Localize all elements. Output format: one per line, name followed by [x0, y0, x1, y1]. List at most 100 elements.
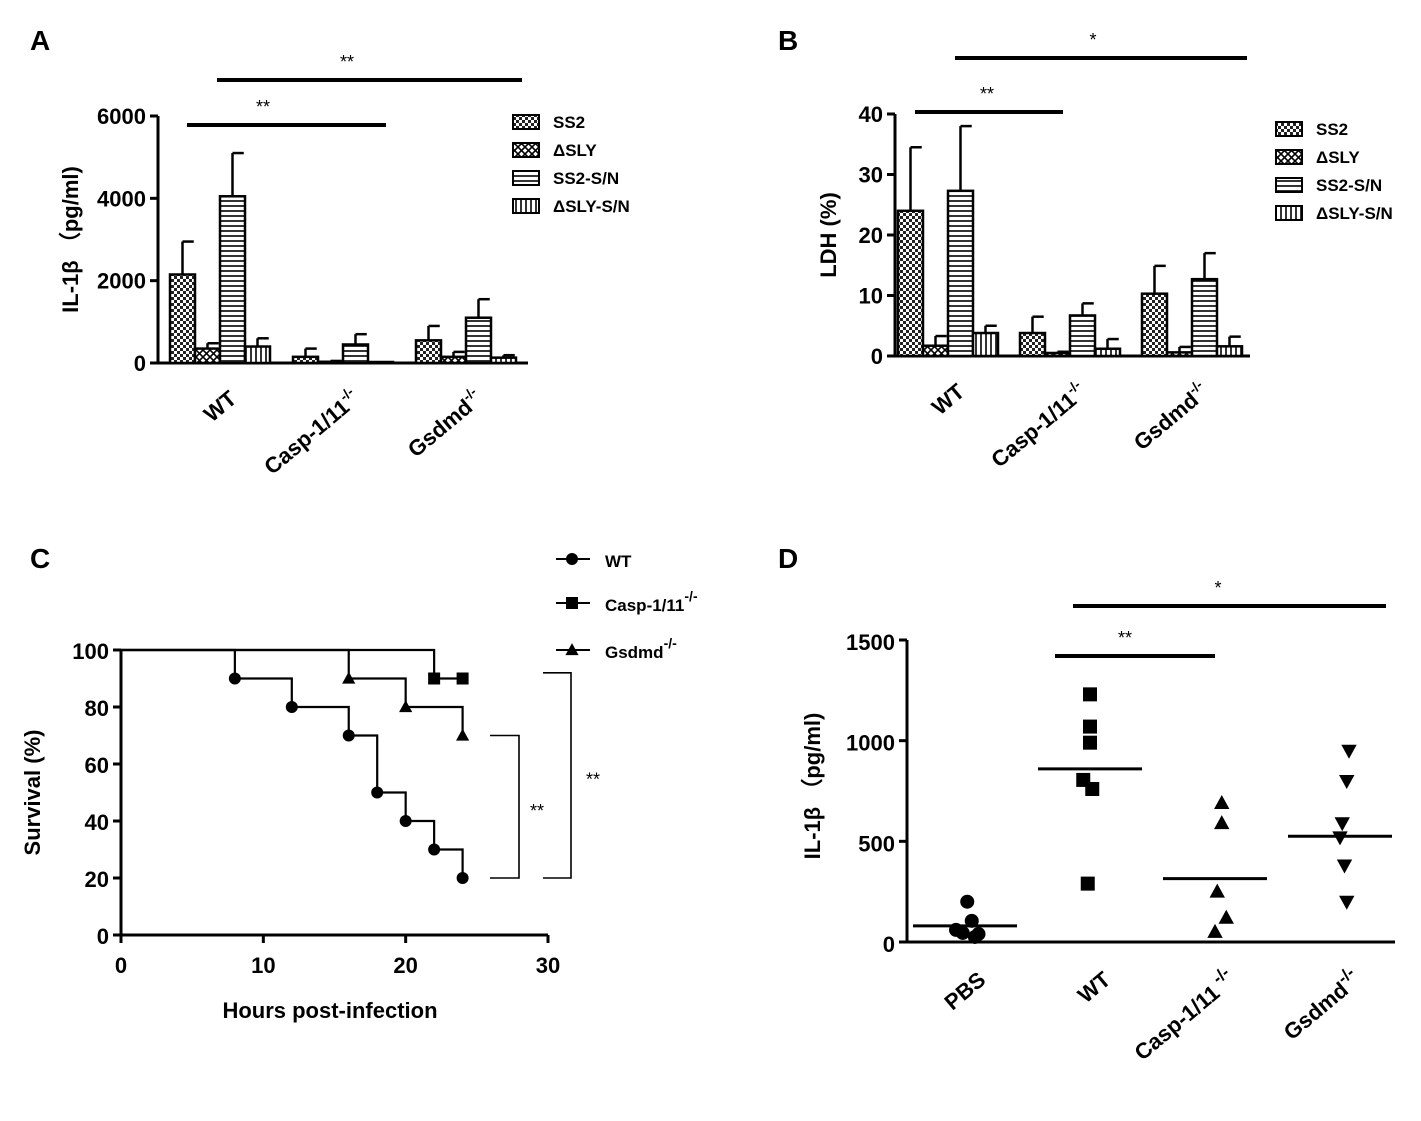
legend-swatch: [1275, 121, 1303, 137]
y-tick-label: 60: [85, 753, 109, 778]
data-point: [1214, 795, 1230, 810]
data-point: [456, 728, 470, 741]
bar: [1068, 314, 1097, 358]
legend-marker: [566, 597, 578, 609]
significance-label: **: [586, 769, 600, 789]
data-point: [1083, 687, 1097, 702]
y-axis-label: IL-1β （pg/ml): [58, 166, 83, 313]
legend-label: SS2-S/N: [553, 169, 619, 188]
data-point: [428, 672, 441, 685]
significance-bracket: [543, 672, 572, 879]
data-point: [1209, 883, 1225, 898]
survival-curve: [121, 648, 464, 878]
bar: [439, 355, 468, 365]
panel-a: A 0 2000 4000 6000 IL-1β （pg/ml) WT Casp-1/11-/…: [30, 25, 630, 479]
data-point: [1334, 817, 1350, 832]
bar: [1093, 347, 1122, 358]
data-point: [1336, 859, 1353, 874]
data-point: [1083, 735, 1097, 750]
bar: [168, 273, 197, 365]
y-axis-label: LDH (%): [816, 192, 841, 278]
data-point: [1332, 831, 1348, 846]
y-tick-label: 4000: [97, 186, 146, 211]
data-point: [342, 671, 356, 684]
legend-label: ΔSLY: [1316, 148, 1360, 167]
significance-label: **: [256, 97, 270, 117]
data-point: [456, 672, 469, 685]
legend-swatch: [512, 198, 540, 214]
y-tick-label: 100: [72, 639, 109, 664]
category-label: Gsdmd-/-: [401, 383, 487, 462]
bar: [291, 355, 320, 365]
bar: [193, 347, 222, 365]
category-label: WT: [927, 378, 970, 419]
bar: [1165, 351, 1194, 358]
y-tick-label: 0: [97, 924, 109, 949]
legend-label: SS2: [553, 113, 585, 132]
data-point: [1207, 923, 1223, 938]
panel-label: B: [778, 25, 798, 56]
panel-label: C: [30, 543, 50, 574]
data-point: [1339, 774, 1355, 789]
bar: [896, 209, 925, 358]
category-label: Casp-1/11-/-: [257, 383, 364, 479]
category-label: Gsdmd-/-: [1127, 376, 1213, 455]
significance-bracket: [490, 734, 520, 879]
data-point: [285, 701, 298, 713]
bar: [243, 345, 272, 365]
y-tick-label: 10: [859, 284, 883, 309]
data-point: [228, 672, 241, 685]
data-point: [342, 729, 355, 742]
y-tick-label: 40: [85, 810, 109, 835]
legend-label: SS2-S/N: [1316, 176, 1382, 195]
category-label: WT: [199, 385, 242, 426]
legend-swatch: [512, 114, 540, 130]
y-tick-label: 20: [859, 223, 883, 248]
y-tick-label: 500: [858, 831, 895, 856]
bar: [366, 360, 395, 365]
legend-marker: [565, 643, 579, 656]
bar: [1018, 331, 1047, 358]
y-tick-label: 0: [883, 932, 895, 957]
y-tick-label: 0: [871, 344, 883, 369]
x-tick-label: 0: [115, 953, 127, 978]
legend-swatch: [512, 170, 540, 186]
survival-curve: [121, 648, 464, 736]
data-point: [399, 700, 413, 713]
category-label: WT: [1073, 966, 1116, 1007]
significance-label: **: [1118, 628, 1132, 648]
panel-d: D 0 500 1000 1500 IL-1β （pg/ml) PBS WT Casp-1/11…: [778, 543, 1395, 1065]
data-point: [371, 786, 384, 799]
y-axis-label: IL-1β （pg/ml): [800, 713, 825, 860]
x-axis-label: Hours post-infection: [222, 998, 437, 1023]
bar: [1043, 351, 1072, 358]
data-point: [971, 926, 986, 941]
bar: [921, 344, 950, 358]
significance-label: *: [1089, 30, 1096, 50]
legend-label: ΔSLY-S/N: [553, 197, 630, 216]
y-tick-label: 1000: [846, 731, 895, 756]
data-point: [960, 894, 975, 909]
bar: [971, 331, 1000, 358]
data-point: [1339, 895, 1355, 910]
y-tick-label: 20: [85, 867, 109, 892]
legend-swatch: [512, 142, 540, 158]
bar: [1215, 345, 1244, 358]
significance-label: **: [980, 84, 994, 104]
legend-label: WT: [605, 552, 632, 571]
y-tick-label: 30: [859, 163, 883, 188]
legend-swatch: [1275, 177, 1303, 193]
y-tick-label: 40: [859, 102, 883, 127]
legend-swatch: [1275, 205, 1303, 221]
data-point: [1083, 719, 1097, 734]
data-point: [1214, 815, 1230, 830]
category-label: PBS: [939, 967, 990, 1015]
legend-swatch: [1275, 149, 1303, 165]
legend-label: ΔSLY: [553, 141, 597, 160]
category-label: Gsdmd-/-: [1276, 963, 1366, 1045]
bar: [489, 356, 518, 365]
data-point: [1080, 876, 1095, 891]
x-tick-label: 20: [393, 953, 417, 978]
y-tick-label: 80: [85, 696, 109, 721]
